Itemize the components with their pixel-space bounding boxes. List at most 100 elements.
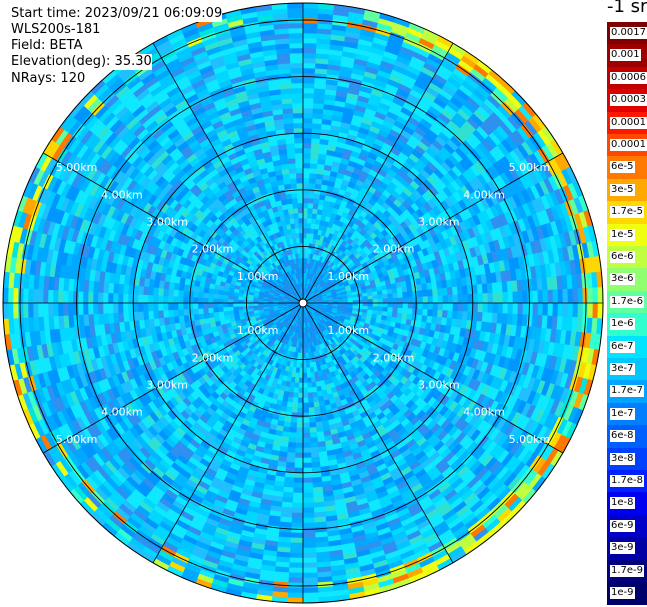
range-gate xyxy=(295,442,304,449)
range-gate xyxy=(314,416,323,423)
range-gate xyxy=(310,142,320,150)
range-gate xyxy=(290,527,304,534)
range-gate xyxy=(306,382,313,389)
range-gate xyxy=(442,302,449,311)
range-gate xyxy=(302,127,313,134)
range-gate xyxy=(446,310,454,319)
range-gate xyxy=(302,447,312,454)
range-gate xyxy=(287,597,304,603)
range-gate xyxy=(298,377,304,384)
range-gate xyxy=(302,477,313,484)
range-gate xyxy=(287,441,296,449)
range-gate xyxy=(302,92,315,99)
range-gate xyxy=(292,502,304,509)
range-gate xyxy=(302,57,317,64)
range-gate xyxy=(290,537,304,544)
range-gate xyxy=(302,567,318,574)
range-gate xyxy=(296,422,304,429)
range-gate xyxy=(302,182,310,189)
range-gate xyxy=(562,288,569,304)
range-gate xyxy=(557,302,564,317)
range-gate xyxy=(302,392,309,399)
range-gate xyxy=(481,312,488,323)
range-gate xyxy=(288,562,304,569)
range-gate xyxy=(537,302,544,316)
range-gate xyxy=(302,452,312,459)
range-gate xyxy=(406,313,413,321)
range-gate xyxy=(377,302,384,308)
range-gate xyxy=(310,371,315,378)
range-gate xyxy=(401,313,408,320)
range-gate xyxy=(305,362,311,369)
range-gate xyxy=(497,292,504,304)
range-gate xyxy=(291,407,298,414)
range-gate xyxy=(295,427,304,434)
range-gate xyxy=(298,372,304,379)
range-gate xyxy=(432,302,439,311)
range-gate xyxy=(302,62,316,69)
range-gate xyxy=(422,296,429,304)
range-gate xyxy=(302,32,318,39)
range-gate xyxy=(288,572,304,579)
range-gate xyxy=(461,311,469,321)
range-gate xyxy=(302,52,317,59)
range-gate xyxy=(310,441,319,449)
range-gate xyxy=(397,307,404,314)
range-gate xyxy=(382,298,389,304)
range-gate xyxy=(302,222,308,229)
range-gate xyxy=(305,352,309,359)
range-gate xyxy=(309,422,317,429)
range-gate xyxy=(462,302,469,312)
range-gate xyxy=(310,451,320,459)
range-gate xyxy=(302,137,312,144)
range-gate xyxy=(288,432,297,439)
range-gate xyxy=(382,302,389,308)
range-gate xyxy=(362,302,369,307)
range-gate xyxy=(307,197,315,204)
range-gate xyxy=(302,527,316,534)
range-gate xyxy=(552,302,559,317)
range-gate xyxy=(302,412,310,419)
range-gate xyxy=(298,382,304,389)
range-gate xyxy=(302,512,315,519)
range-gate xyxy=(396,312,403,319)
range-gate xyxy=(532,290,539,304)
range-gate xyxy=(302,27,318,34)
range-gate xyxy=(416,283,423,292)
range-gate xyxy=(308,407,315,414)
range-gate xyxy=(417,296,424,304)
range-gate xyxy=(302,542,317,549)
range-gate xyxy=(446,287,454,296)
range-gate xyxy=(302,537,316,544)
range-gate xyxy=(302,212,308,219)
range-gate xyxy=(421,283,428,291)
range-gate xyxy=(315,178,323,185)
range-gate xyxy=(302,177,310,184)
range-gate xyxy=(491,282,498,294)
range-gate xyxy=(537,290,544,304)
range-gate xyxy=(285,461,295,469)
range-gate xyxy=(577,302,584,318)
range-gate xyxy=(367,299,374,304)
range-gate xyxy=(422,289,429,297)
range-gate xyxy=(289,427,297,434)
range-gate xyxy=(416,314,423,323)
range-gate xyxy=(309,172,317,179)
range-gate xyxy=(302,422,310,429)
range-gate xyxy=(382,306,389,313)
range-gate xyxy=(562,302,569,318)
range-gate xyxy=(311,381,317,388)
range-gate xyxy=(366,291,373,297)
range-gate xyxy=(290,417,298,424)
range-gate xyxy=(302,207,309,214)
range-gate xyxy=(294,462,304,469)
range-gate xyxy=(302,232,307,239)
range-gate xyxy=(417,290,424,298)
range-gate xyxy=(302,162,311,169)
range-gate xyxy=(427,309,434,317)
range-gate xyxy=(492,302,499,314)
range-gate xyxy=(376,290,383,296)
range-gate xyxy=(302,597,319,603)
range-gate xyxy=(302,492,314,499)
